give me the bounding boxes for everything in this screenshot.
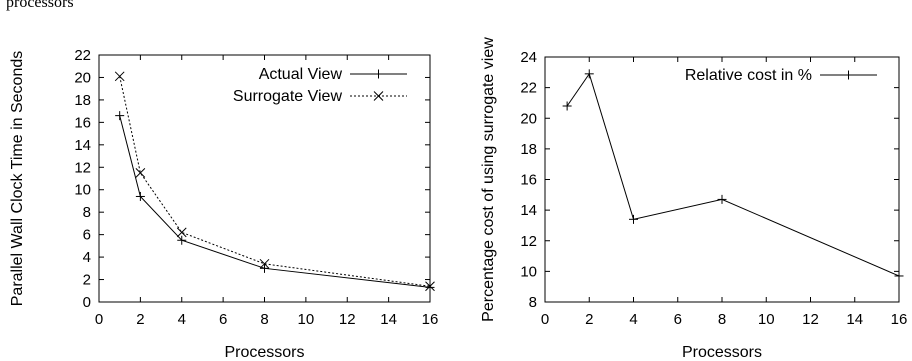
y-tick-label: 22 bbox=[74, 47, 91, 64]
y-tick-label: 20 bbox=[520, 110, 537, 127]
data-point-d2 bbox=[114, 71, 125, 82]
series-line bbox=[119, 76, 431, 287]
data-point-d2 bbox=[425, 281, 435, 292]
x-tick-label: 10 bbox=[758, 311, 775, 328]
y-tick-label: 12 bbox=[74, 159, 91, 176]
y-tick-label: 8 bbox=[83, 204, 91, 221]
x-tick-label: 2 bbox=[585, 311, 593, 328]
y-tick-label: 2 bbox=[83, 272, 91, 289]
x-tick-label: 4 bbox=[629, 311, 637, 328]
x-tick-label: 16 bbox=[891, 311, 908, 328]
legend-label: Actual View bbox=[259, 66, 343, 83]
plot-frame bbox=[544, 56, 900, 303]
legend-label: Surrogate View bbox=[233, 88, 343, 105]
data-point-d2 bbox=[135, 168, 146, 178]
x-tick-label: 6 bbox=[674, 311, 682, 328]
x-tick-label: 8 bbox=[260, 311, 268, 328]
y-tick-label: 16 bbox=[520, 172, 537, 189]
x-tick-label: 8 bbox=[718, 311, 726, 328]
legend-marker-d2 bbox=[373, 91, 384, 101]
y-tick-label: 12 bbox=[520, 233, 537, 250]
x-tick-label: 4 bbox=[178, 311, 186, 328]
y-tick-label: 24 bbox=[520, 49, 537, 66]
y-tick-label: 14 bbox=[520, 202, 537, 219]
chart-2: 0 2 4 6 8 10 12 14 1681012141618202224Processors… bbox=[480, 37, 907, 361]
x-tick-label: 10 bbox=[298, 311, 315, 328]
chart-1: 0 2 4 6 8 10 12 14 16 0 2 4 6 8 10 12 14 16 18 20 22 Processo… bbox=[9, 47, 438, 361]
x-tick-label: 0 bbox=[541, 311, 549, 328]
y-tick-label: 4 bbox=[83, 249, 91, 266]
x-tick-label: 12 bbox=[339, 311, 356, 328]
series-1 bbox=[562, 69, 904, 281]
caption-fragment: processors bbox=[6, 0, 74, 11]
x-tick-label: 14 bbox=[380, 311, 397, 328]
x-tick-label: 16 bbox=[422, 311, 439, 328]
x-tick-label: 14 bbox=[846, 311, 863, 328]
series-line bbox=[566, 72, 900, 277]
y-tick-label: 8 bbox=[529, 294, 537, 311]
y-tick-label: 14 bbox=[74, 137, 91, 154]
y-tick-label: 16 bbox=[74, 114, 91, 131]
series-2 bbox=[114, 71, 435, 292]
y-tick-label: 6 bbox=[83, 227, 91, 244]
x-axis-label: Processors bbox=[682, 344, 762, 361]
y-tick-label: 10 bbox=[520, 263, 537, 280]
x-tick-label: 6 bbox=[219, 311, 227, 328]
series-1 bbox=[115, 111, 435, 292]
y-axis-label: Percentage cost of using surrogate view bbox=[480, 37, 497, 322]
y-tick-label: 22 bbox=[520, 80, 537, 97]
x-axis-label: Processors bbox=[224, 344, 304, 361]
x-tick-label: 12 bbox=[802, 311, 819, 328]
legend-label: Relative cost in % bbox=[685, 67, 812, 84]
y-tick-label: 10 bbox=[74, 182, 91, 199]
y-tick-label: 18 bbox=[74, 92, 91, 109]
y-tick-label: 0 bbox=[83, 294, 91, 311]
data-point-d2 bbox=[259, 258, 270, 269]
y-axis-label: Parallel Wall Clock Time in Seconds bbox=[9, 51, 26, 307]
y-tick-label: 18 bbox=[520, 141, 537, 158]
series-line bbox=[119, 115, 431, 288]
x-tick-label: 0 bbox=[95, 311, 103, 328]
data-point-d2 bbox=[176, 227, 187, 238]
x-tick-label: 2 bbox=[136, 311, 144, 328]
y-tick-label: 20 bbox=[74, 69, 91, 86]
